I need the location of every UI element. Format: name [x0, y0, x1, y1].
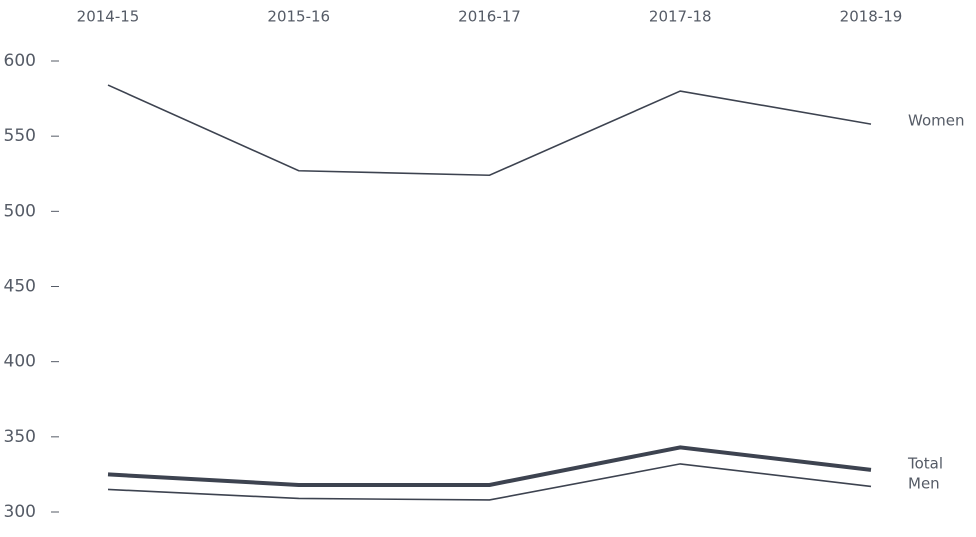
series-line — [107, 84, 872, 177]
x-tick-label: 2018-19 — [840, 8, 903, 26]
y-tick-label: 350 — [4, 427, 36, 447]
y-tick-label: 300 — [4, 502, 36, 522]
series-label: Men — [908, 475, 940, 493]
series-label: Total — [907, 455, 943, 473]
y-tick-label: 450 — [4, 277, 36, 297]
series-label: Women — [908, 112, 964, 130]
x-tick-label: 2015-16 — [267, 8, 330, 26]
y-tick-label: 550 — [4, 126, 36, 146]
y-tick-label: 400 — [4, 352, 36, 372]
y-tick-label: 600 — [4, 51, 36, 71]
series-line — [107, 445, 872, 487]
series-line — [107, 463, 872, 501]
x-tick-label: 2016-17 — [458, 8, 521, 26]
y-tick-label: 500 — [4, 201, 36, 221]
x-tick-label: 2014-15 — [77, 8, 140, 26]
x-tick-label: 2017-18 — [649, 8, 712, 26]
